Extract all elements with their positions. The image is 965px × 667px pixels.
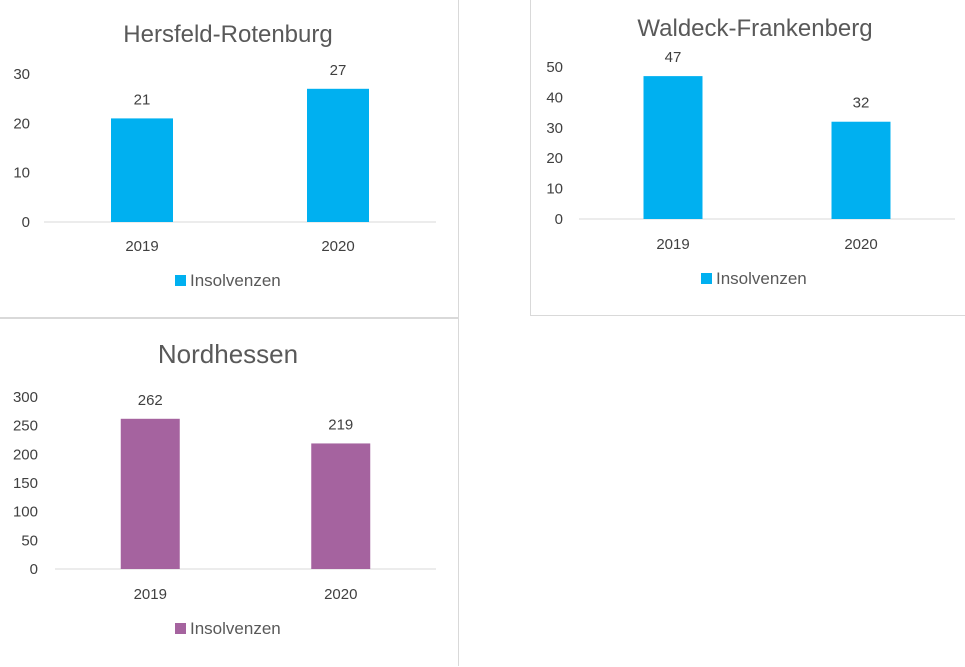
chart-title: Hersfeld-Rotenburg <box>123 21 332 48</box>
chart-svg-hersfeld-rotenburg: Hersfeld-Rotenburg 0 10 20 30 21 2019 27 2020 Ins… <box>13 21 436 290</box>
data-label: 21 <box>134 91 151 108</box>
x-tick-label: 2020 <box>321 238 354 255</box>
bar-2020 <box>831 121 891 219</box>
legend-label: Insolvenzen <box>190 619 281 638</box>
y-tick-label: 20 <box>13 115 30 132</box>
legend-label: Insolvenzen <box>716 269 807 288</box>
y-tick-label: 100 <box>13 504 38 521</box>
chart-svg-nordhessen: Nordhessen 0 50 100 150 200 250 300 262 2019 219 20… <box>13 339 436 638</box>
data-label: 47 <box>665 49 682 66</box>
bar-2020 <box>311 443 371 569</box>
x-tick-label: 2020 <box>324 586 357 603</box>
y-tick-label: 0 <box>555 211 563 228</box>
bar-2019 <box>120 418 180 569</box>
x-tick-label: 2020 <box>844 236 877 253</box>
data-label: 27 <box>330 62 347 79</box>
y-tick-label: 10 <box>546 181 563 198</box>
x-tick-label: 2019 <box>134 586 167 603</box>
bar-2020 <box>307 88 369 222</box>
y-tick-label: 200 <box>13 446 38 463</box>
y-tick-label: 250 <box>13 418 38 435</box>
chart-panel-hersfeld-rotenburg: Hersfeld-Rotenburg 0 10 20 30 21 2019 27 2020 Ins… <box>0 0 459 318</box>
data-label: 262 <box>138 392 163 409</box>
y-tick-label: 50 <box>546 59 563 76</box>
chart-svg-waldeck-frankenberg: Waldeck-Frankenberg 0 10 20 30 40 50 47 2019 32 20… <box>546 15 955 288</box>
x-tick-label: 2019 <box>125 238 158 255</box>
y-tick-label: 50 <box>21 532 38 549</box>
data-label: 219 <box>328 416 353 433</box>
chart-panel-nordhessen: Nordhessen 0 50 100 150 200 250 300 262 2019 219 20… <box>0 318 459 666</box>
y-tick-label: 0 <box>22 214 30 231</box>
y-tick-label: 30 <box>546 120 563 137</box>
data-label: 32 <box>853 95 870 112</box>
y-tick-label: 10 <box>13 165 30 182</box>
chart-title: Nordhessen <box>158 339 298 369</box>
y-tick-label: 20 <box>546 150 563 167</box>
legend-swatch <box>175 623 186 634</box>
x-tick-label: 2019 <box>656 236 689 253</box>
y-tick-label: 300 <box>13 389 38 406</box>
bar-2019 <box>111 118 173 222</box>
legend-swatch <box>701 273 712 284</box>
legend-swatch <box>175 275 186 286</box>
y-tick-label: 30 <box>13 66 30 83</box>
bar-2019 <box>643 76 703 220</box>
y-tick-label: 40 <box>546 89 563 106</box>
legend-label: Insolvenzen <box>190 271 281 290</box>
y-tick-label: 150 <box>13 475 38 492</box>
chart-title: Waldeck-Frankenberg <box>637 15 872 42</box>
y-tick-label: 0 <box>30 561 38 578</box>
chart-panel-waldeck-frankenberg: Waldeck-Frankenberg 0 10 20 30 40 50 47 2019 32 20… <box>530 0 965 316</box>
